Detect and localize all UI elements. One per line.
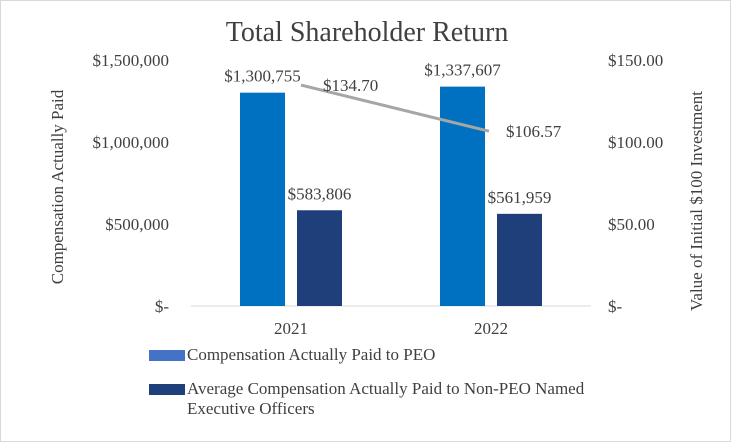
- bar-label-non-peo-2022: $561,959: [488, 188, 552, 207]
- bar-non-peo-2021: [297, 210, 342, 306]
- legend-swatch-non-peo: [149, 384, 185, 395]
- y-axis-label: Compensation Actually Paid: [48, 89, 67, 284]
- chart-title: Total Shareholder Return: [226, 17, 509, 48]
- y2-axis-label: Value of Initial $100 Investment: [687, 91, 706, 311]
- y2-tick-label-1: $50.00: [608, 215, 655, 234]
- legend-label-non-peo: Average Compensation Actually Paid to No…: [187, 379, 585, 418]
- y-tick-label-2: $1,000,000: [93, 133, 170, 152]
- y2-tick-label-3: $150.00: [608, 51, 663, 70]
- bar-non-peo-2022: [497, 213, 542, 306]
- y-tick-label-0: $-: [155, 297, 170, 316]
- y-tick-label-3: $1,500,000: [93, 51, 170, 70]
- bar-label-peo-2022: $1,337,607: [424, 61, 501, 80]
- tsr-label-2022: $106.57: [506, 122, 562, 141]
- tsr-label-2021: $134.70: [323, 76, 378, 95]
- bar-peo-2021: [240, 92, 285, 306]
- y-tick-label-1: $500,000: [105, 215, 169, 234]
- legend-item-peo: Compensation Actually Paid to PEO: [149, 345, 607, 365]
- y2-tick-label-0: $-: [608, 297, 623, 316]
- legend-label-peo: Compensation Actually Paid to PEO: [187, 345, 436, 364]
- legend: Compensation Actually Paid to PEO Averag…: [149, 345, 607, 433]
- legend-swatch-peo: [149, 350, 185, 361]
- legend-item-non-peo: Average Compensation Actually Paid to No…: [149, 379, 607, 419]
- y2-tick-label-2: $100.00: [608, 133, 663, 152]
- tsr-line: [300, 83, 490, 133]
- bar-label-non-peo-2021: $583,806: [288, 184, 352, 203]
- plot-area: $- $500,000 $1,000,000 $1,500,000 $- $50.00 $1…: [93, 51, 664, 338]
- x-tick-label-2022: 2022: [474, 319, 508, 338]
- bar-label-peo-2021: $1,300,755: [224, 67, 301, 86]
- x-tick-label-2021: 2021: [274, 319, 308, 338]
